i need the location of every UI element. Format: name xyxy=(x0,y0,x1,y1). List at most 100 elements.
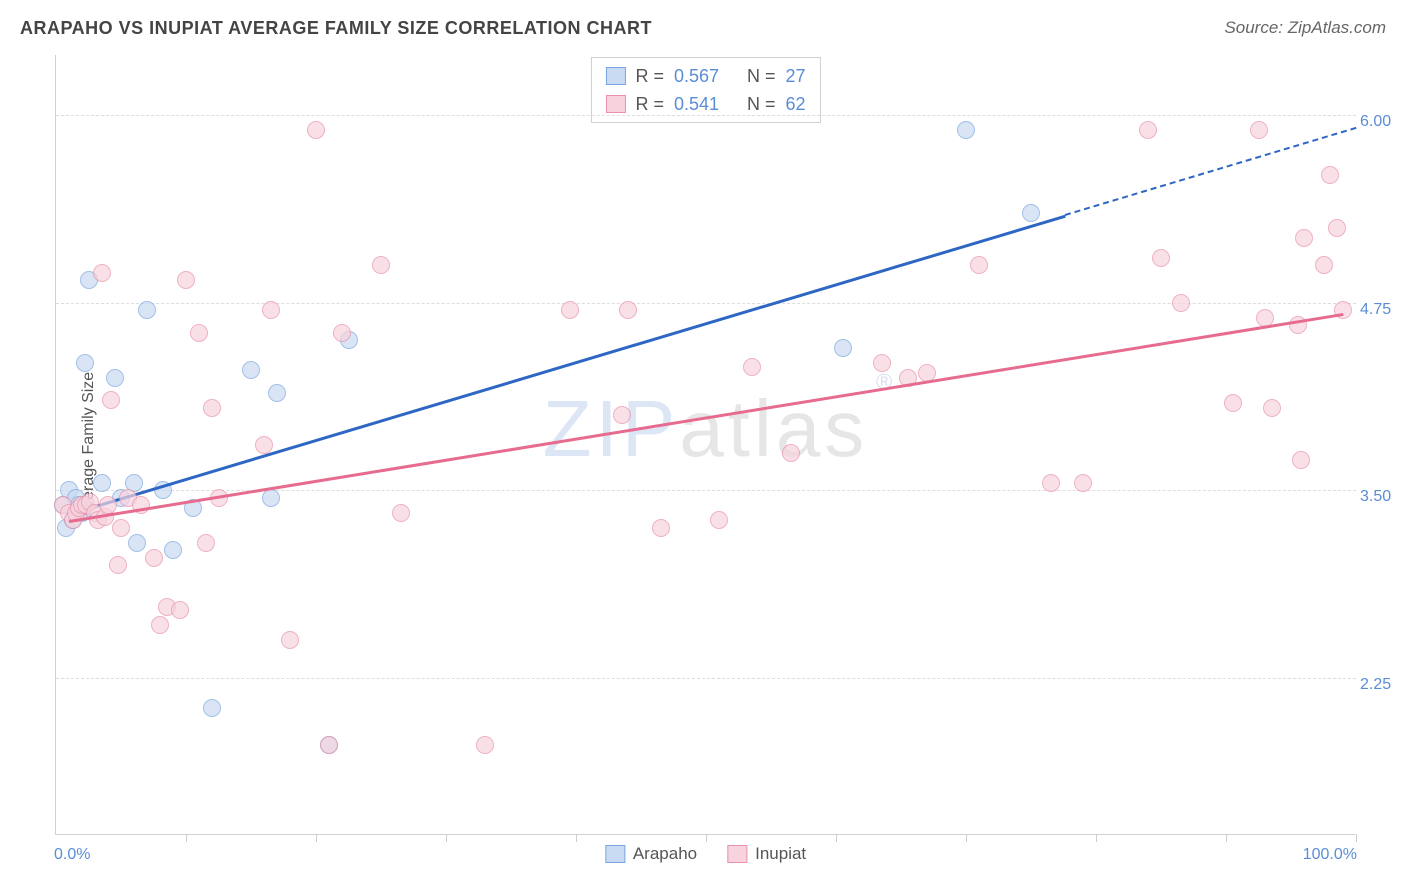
source-name: ZipAtlas.com xyxy=(1288,18,1386,37)
r-label: R = xyxy=(635,62,664,90)
y-tick-label: 6.00 xyxy=(1360,113,1405,131)
gridline xyxy=(56,115,1356,116)
legend-swatch-arapaho xyxy=(605,845,625,863)
scatter-point-inupiat xyxy=(197,534,215,552)
series-legend: Arapaho Inupiat xyxy=(605,844,806,864)
scatter-point-inupiat xyxy=(1295,229,1313,247)
x-tick xyxy=(576,834,577,842)
n-label: N = xyxy=(747,62,776,90)
r-label: R = xyxy=(635,90,664,118)
correlation-stats-legend: R = 0.567 N = 27 R = 0.541 N = 62 xyxy=(590,57,820,123)
scatter-point-inupiat xyxy=(613,406,631,424)
scatter-point-inupiat xyxy=(652,519,670,537)
scatter-point-arapaho xyxy=(164,541,182,559)
x-tick xyxy=(706,834,707,842)
scatter-point-inupiat xyxy=(1224,394,1242,412)
scatter-point-inupiat xyxy=(710,511,728,529)
scatter-point-inupiat xyxy=(1042,474,1060,492)
legend-swatch-inupiat xyxy=(727,845,747,863)
n-value-inupiat: 62 xyxy=(786,90,806,118)
scatter-point-inupiat xyxy=(171,601,189,619)
stats-row-arapaho: R = 0.567 N = 27 xyxy=(605,62,805,90)
legend-item-arapaho: Arapaho xyxy=(605,844,697,864)
gridline xyxy=(56,678,1356,679)
x-tick xyxy=(446,834,447,842)
scatter-point-inupiat xyxy=(151,616,169,634)
watermark: ZIPatlas ® xyxy=(543,383,868,475)
scatter-point-inupiat xyxy=(281,631,299,649)
scatter-point-inupiat xyxy=(1321,166,1339,184)
scatter-point-inupiat xyxy=(190,324,208,342)
scatter-point-inupiat xyxy=(619,301,637,319)
plot-area: ZIPatlas ® R = 0.567 N = 27 R = 0.541 N … xyxy=(55,55,1355,835)
scatter-point-arapaho xyxy=(1022,204,1040,222)
scatter-point-arapaho xyxy=(957,121,975,139)
x-axis-min-label: 0.0% xyxy=(54,846,90,864)
n-label: N = xyxy=(747,90,776,118)
stats-row-inupiat: R = 0.541 N = 62 xyxy=(605,90,805,118)
legend-label-inupiat: Inupiat xyxy=(755,844,806,864)
scatter-point-arapaho xyxy=(138,301,156,319)
scatter-point-inupiat xyxy=(112,519,130,537)
scatter-point-inupiat xyxy=(1292,451,1310,469)
scatter-point-arapaho xyxy=(242,361,260,379)
x-tick xyxy=(836,834,837,842)
r-value-arapaho: 0.567 xyxy=(674,62,719,90)
scatter-point-inupiat xyxy=(102,391,120,409)
scatter-point-inupiat xyxy=(255,436,273,454)
scatter-point-inupiat xyxy=(1250,121,1268,139)
source-prefix: Source: xyxy=(1224,18,1287,37)
trend-line-dashed-arapaho xyxy=(1065,127,1356,216)
scatter-point-inupiat xyxy=(561,301,579,319)
plot-container: ZIPatlas ® R = 0.567 N = 27 R = 0.541 N … xyxy=(55,55,1385,835)
scatter-point-inupiat xyxy=(1139,121,1157,139)
scatter-point-inupiat xyxy=(177,271,195,289)
chart-title: ARAPAHO VS INUPIAT AVERAGE FAMILY SIZE C… xyxy=(20,18,652,39)
scatter-point-inupiat xyxy=(109,556,127,574)
scatter-point-arapaho xyxy=(93,474,111,492)
trend-line-inupiat xyxy=(69,313,1343,522)
legend-label-arapaho: Arapaho xyxy=(633,844,697,864)
watermark-registered: ® xyxy=(876,369,896,395)
x-tick xyxy=(1096,834,1097,842)
y-tick-label: 3.50 xyxy=(1360,488,1405,506)
scatter-point-inupiat xyxy=(1152,249,1170,267)
chart-source: Source: ZipAtlas.com xyxy=(1224,18,1386,38)
scatter-point-inupiat xyxy=(145,549,163,567)
scatter-point-arapaho xyxy=(262,489,280,507)
scatter-point-inupiat xyxy=(873,354,891,372)
legend-item-inupiat: Inupiat xyxy=(727,844,806,864)
y-tick-label: 4.75 xyxy=(1360,301,1405,319)
scatter-point-inupiat xyxy=(1315,256,1333,274)
scatter-point-inupiat xyxy=(333,324,351,342)
scatter-point-inupiat xyxy=(782,444,800,462)
scatter-point-inupiat xyxy=(372,256,390,274)
scatter-point-inupiat xyxy=(970,256,988,274)
scatter-point-inupiat xyxy=(1172,294,1190,312)
scatter-point-arapaho xyxy=(834,339,852,357)
x-tick xyxy=(966,834,967,842)
gridline xyxy=(56,303,1356,304)
scatter-point-inupiat xyxy=(743,358,761,376)
scatter-point-inupiat xyxy=(307,121,325,139)
scatter-point-inupiat xyxy=(262,301,280,319)
scatter-point-inupiat xyxy=(1328,219,1346,237)
chart-header: ARAPAHO VS INUPIAT AVERAGE FAMILY SIZE C… xyxy=(20,18,1386,39)
scatter-point-inupiat xyxy=(99,496,117,514)
x-tick xyxy=(1356,834,1357,842)
y-tick-label: 2.25 xyxy=(1360,676,1405,694)
swatch-inupiat xyxy=(605,95,625,113)
scatter-point-inupiat xyxy=(203,399,221,417)
scatter-point-arapaho xyxy=(203,699,221,717)
r-value-inupiat: 0.541 xyxy=(674,90,719,118)
scatter-point-inupiat xyxy=(476,736,494,754)
x-axis-max-label: 100.0% xyxy=(1303,846,1357,864)
x-tick xyxy=(1226,834,1227,842)
scatter-point-arapaho xyxy=(76,354,94,372)
scatter-point-arapaho xyxy=(106,369,124,387)
scatter-point-inupiat xyxy=(1074,474,1092,492)
x-tick xyxy=(186,834,187,842)
scatter-point-arapaho xyxy=(268,384,286,402)
scatter-point-inupiat xyxy=(93,264,111,282)
swatch-arapaho xyxy=(605,67,625,85)
